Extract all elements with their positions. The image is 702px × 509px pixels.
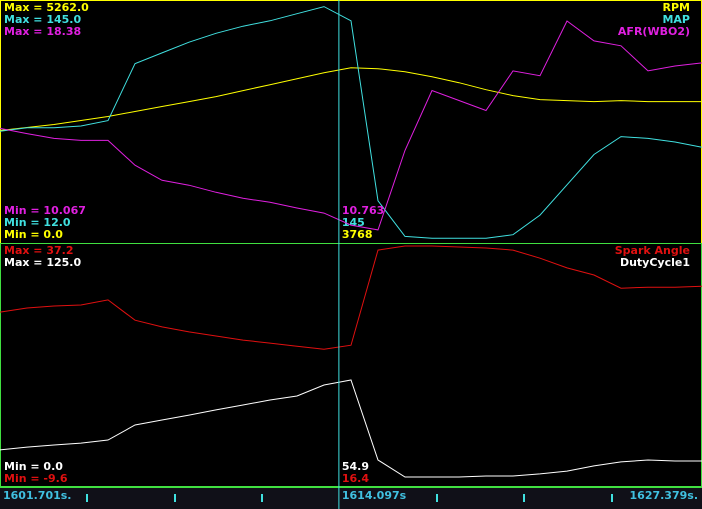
cursor-value: 10.763 bbox=[342, 204, 384, 217]
cursor-value: 3768 bbox=[342, 228, 373, 241]
min-label: Min = 0.0 bbox=[4, 228, 63, 241]
max-label: Max = 145.0 bbox=[4, 13, 81, 26]
time-start: 1601.701s. bbox=[3, 489, 71, 502]
legend-entry: Spark Angle bbox=[615, 244, 690, 257]
trace bbox=[0, 6, 702, 239]
legend-entry: MAP bbox=[662, 13, 690, 26]
legend-entry: DutyCycle1 bbox=[620, 256, 690, 269]
time-bar bbox=[0, 487, 702, 509]
max-label: Max = 18.38 bbox=[4, 25, 81, 38]
min-label: Min = 10.067 bbox=[4, 204, 86, 217]
legend-entry: RPM bbox=[663, 1, 690, 14]
min-label: Min = 12.0 bbox=[4, 216, 71, 229]
trace bbox=[0, 245, 702, 350]
trace bbox=[0, 20, 702, 231]
min-label: Min = -9.6 bbox=[4, 472, 68, 485]
max-label: Max = 5262.0 bbox=[4, 1, 89, 14]
cursor-value: 16.4 bbox=[342, 472, 369, 485]
max-label: Max = 37.2 bbox=[4, 244, 73, 257]
legend-entry: AFR(WBO2) bbox=[618, 25, 690, 38]
trace bbox=[0, 379, 702, 478]
max-label: Max = 125.0 bbox=[4, 256, 81, 269]
cursor-value: 145 bbox=[342, 216, 365, 229]
cursor-value: 54.9 bbox=[342, 460, 369, 473]
time-end: 1627.379s. bbox=[630, 489, 698, 502]
trace bbox=[0, 67, 702, 131]
time-cursor-label: 1614.097s bbox=[342, 489, 407, 502]
min-label: Min = 0.0 bbox=[4, 460, 63, 473]
